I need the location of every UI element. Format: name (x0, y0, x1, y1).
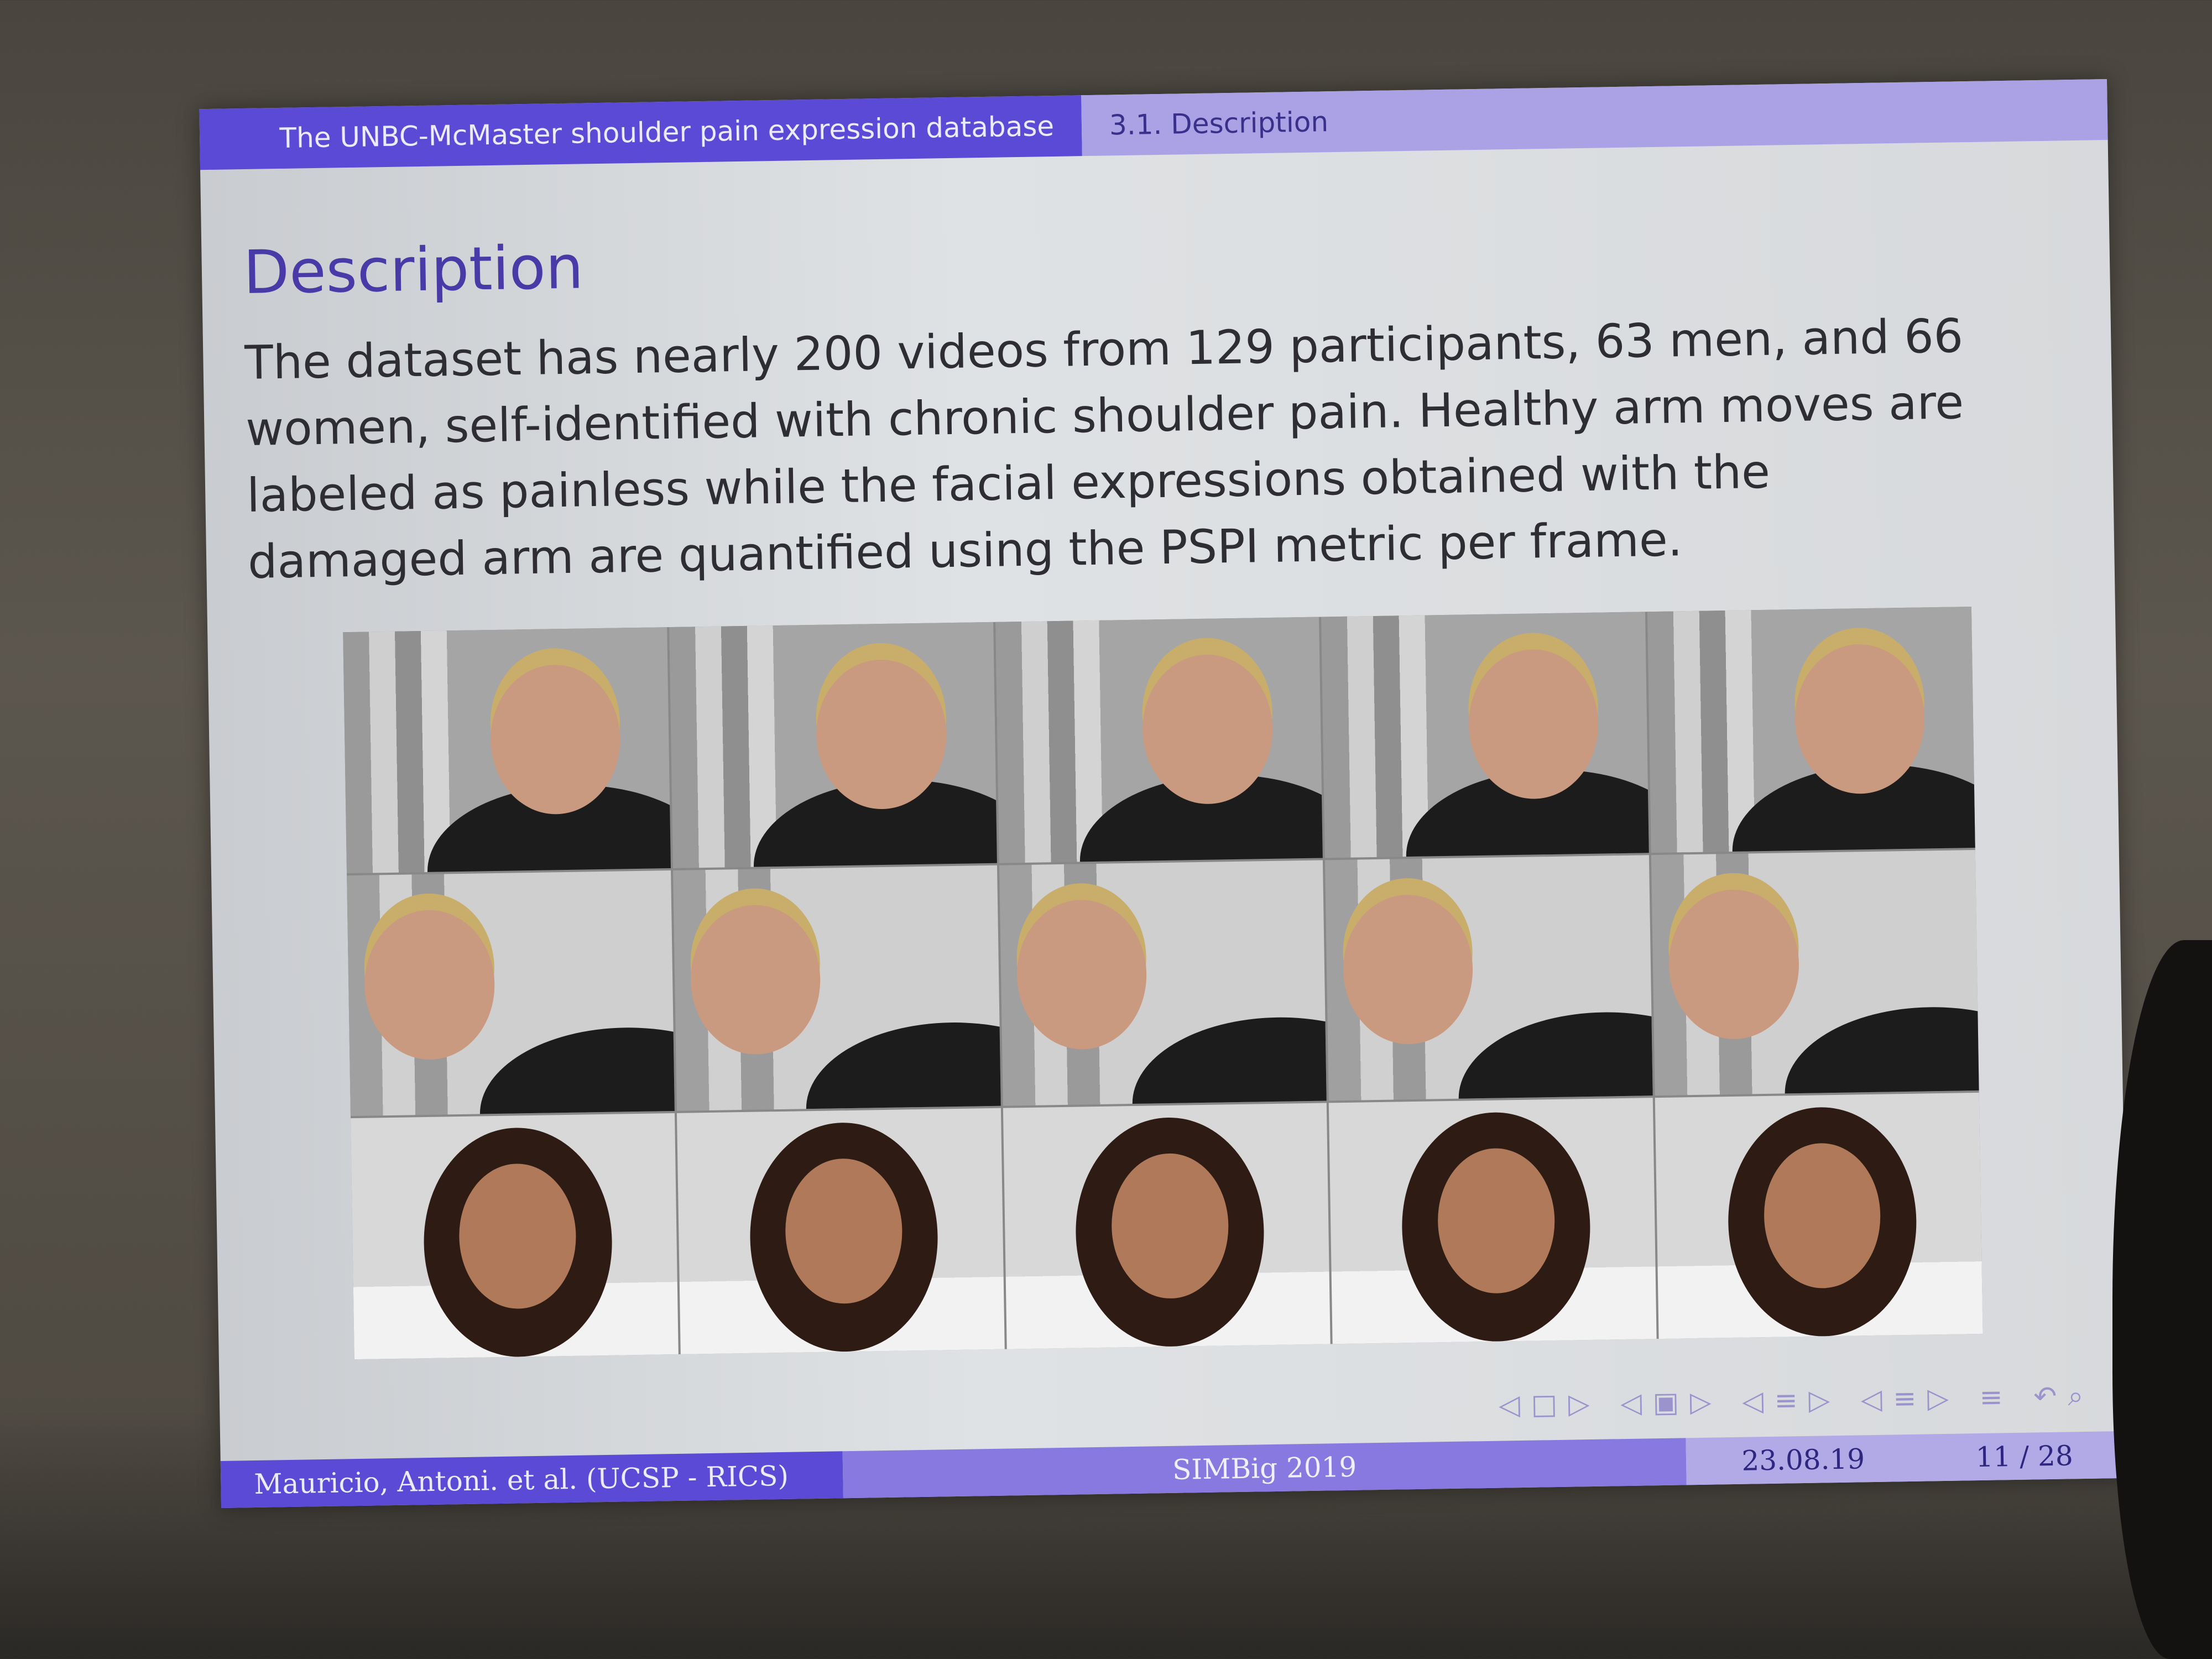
face-shape (1668, 889, 1800, 1040)
video-frame (1329, 1098, 1657, 1344)
audience-head (2112, 940, 2212, 1659)
footer-date: 23.08.19 (1741, 1442, 1865, 1477)
footer-author: Mauricio, Antoni. et al. (UCSP - RICS) (220, 1451, 843, 1508)
slide-title: Description (243, 233, 585, 308)
image-grid (343, 607, 1983, 1360)
slide: The UNBC-McMaster shoulder pain expressi… (199, 79, 2129, 1508)
face-shape (1015, 899, 1148, 1051)
video-frame (1651, 849, 1979, 1096)
face-shape (363, 909, 495, 1061)
person-shape (1131, 1015, 1327, 1106)
video-frame (999, 860, 1327, 1106)
person-shape (1457, 1010, 1653, 1101)
video-frame (676, 1108, 1005, 1354)
video-frame (351, 1113, 679, 1360)
footer-page: 11 / 28 (1975, 1439, 2074, 1473)
video-frame (672, 865, 1001, 1112)
video-frame (1325, 854, 1653, 1101)
footer-event: SIMBig 2019 (842, 1438, 1687, 1499)
person-shape (1783, 1005, 1979, 1096)
video-frame (1647, 607, 1975, 853)
video-frame (1655, 1093, 1983, 1339)
face-shape (690, 904, 822, 1056)
slide-body: The dataset has nearly 200 videos from 1… (244, 309, 1964, 589)
face-shape (1342, 894, 1474, 1046)
person-shape (478, 1025, 675, 1117)
header-subsection: 3.1. Description (1081, 79, 2108, 156)
video-frame (347, 870, 675, 1117)
header-section: The UNBC-McMaster shoulder pain expressi… (199, 95, 1082, 170)
person-shape (805, 1020, 1001, 1112)
video-frame (1003, 1103, 1331, 1349)
video-frame (669, 622, 997, 868)
navigation-icons: ◁□▷ ◁▣▷ ◁≡▷ ◁≡▷ ≡ ↶⌕ (1498, 1379, 2095, 1421)
video-frame (343, 627, 671, 873)
footer-right: 23.08.19 11 / 28 (1686, 1431, 2129, 1485)
video-frame (1321, 612, 1649, 858)
video-frame (995, 617, 1323, 863)
